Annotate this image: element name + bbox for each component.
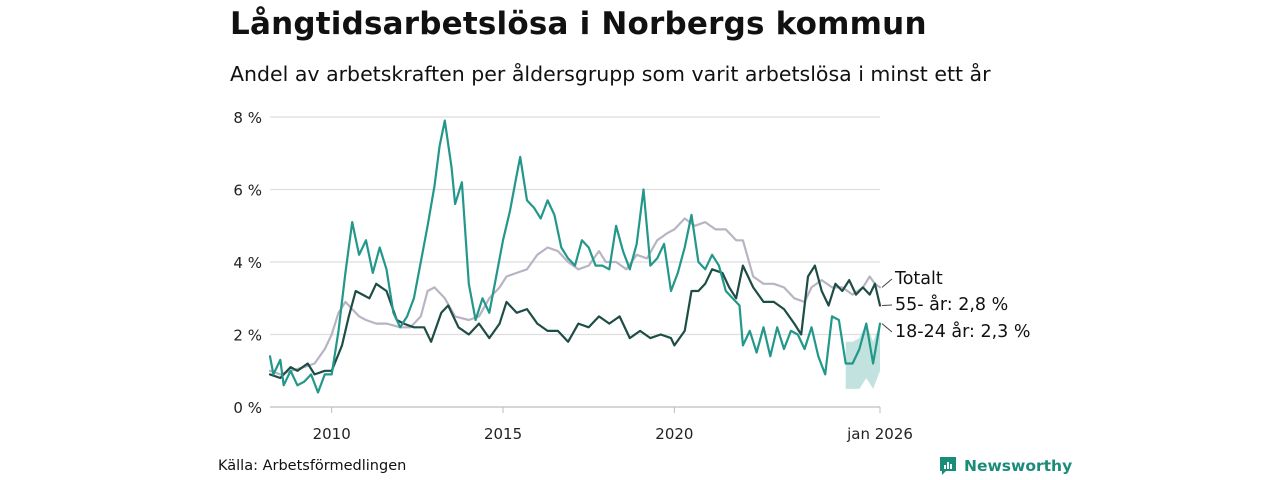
y-tick-label: 0 % — [233, 399, 262, 417]
y-tick-label: 6 % — [233, 182, 262, 200]
series-line — [268, 119, 882, 394]
x-tick-label: 2020 — [655, 425, 693, 443]
series-line — [268, 217, 882, 376]
source-note: Källa: Arbetsförmedlingen — [218, 458, 407, 474]
label-leader — [881, 323, 893, 333]
y-tick-label: 4 % — [233, 254, 262, 272]
series-label: 55- år: 2,8 % — [895, 294, 1008, 315]
y-tick-label: 8 % — [233, 109, 262, 127]
chart-subtitle: Andel av arbetskraften per åldersgrupp s… — [230, 62, 991, 86]
x-tick-label: jan 2026 — [846, 425, 913, 443]
chart-title: Långtidsarbetslösa i Norbergs kommun — [230, 6, 927, 42]
label-leader — [881, 278, 893, 288]
series-line — [268, 264, 882, 380]
x-tick-label: 2010 — [313, 425, 351, 443]
newsworthy-logo-icon — [940, 457, 956, 475]
label-leader — [881, 304, 893, 306]
uncertainty-band — [845, 323, 880, 389]
series-label: Totalt — [894, 269, 943, 289]
series-label: 18-24 år: 2,3 % — [895, 321, 1031, 342]
y-tick-label: 2 % — [233, 327, 262, 345]
x-tick-label: 2015 — [484, 425, 522, 443]
logo-text: Newsworthy — [964, 457, 1073, 475]
newsworthy-logo[interactable]: Newsworthy — [938, 456, 1072, 476]
